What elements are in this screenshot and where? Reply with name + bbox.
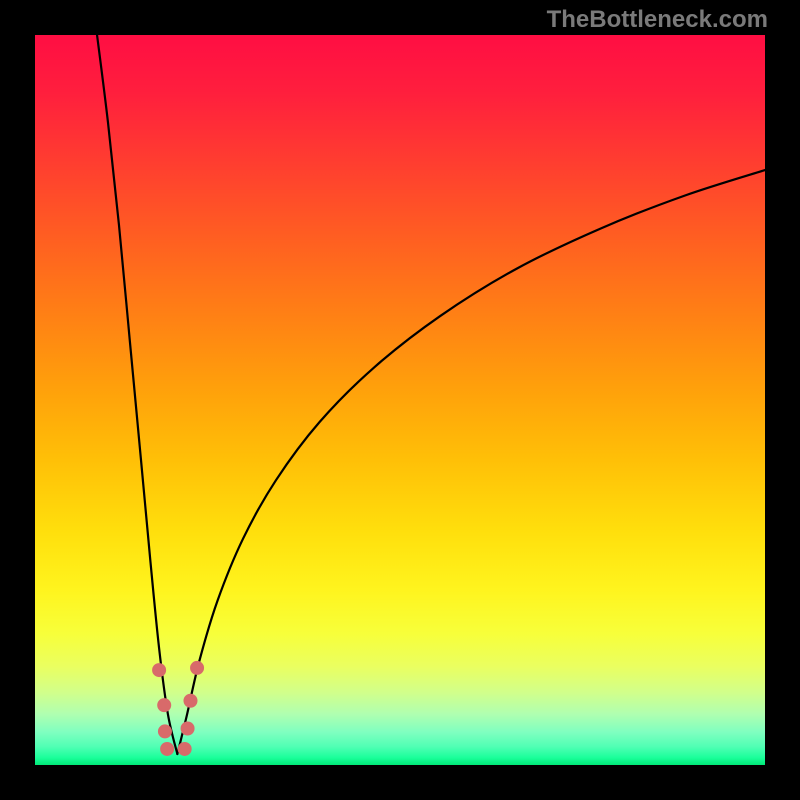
marker-point xyxy=(181,722,195,736)
marker-point xyxy=(183,694,197,708)
curve-left xyxy=(97,35,177,754)
marker-point xyxy=(190,661,204,675)
outer-frame: TheBottleneck.com xyxy=(0,0,800,800)
marker-point xyxy=(152,663,166,677)
marker-point xyxy=(160,742,174,756)
marker-point xyxy=(157,698,171,712)
marker-point xyxy=(178,742,192,756)
marker-point xyxy=(158,724,172,738)
watermark-text: TheBottleneck.com xyxy=(547,6,768,34)
plot-area xyxy=(35,35,765,765)
curve-layer xyxy=(35,35,765,765)
curve-right xyxy=(177,170,765,754)
